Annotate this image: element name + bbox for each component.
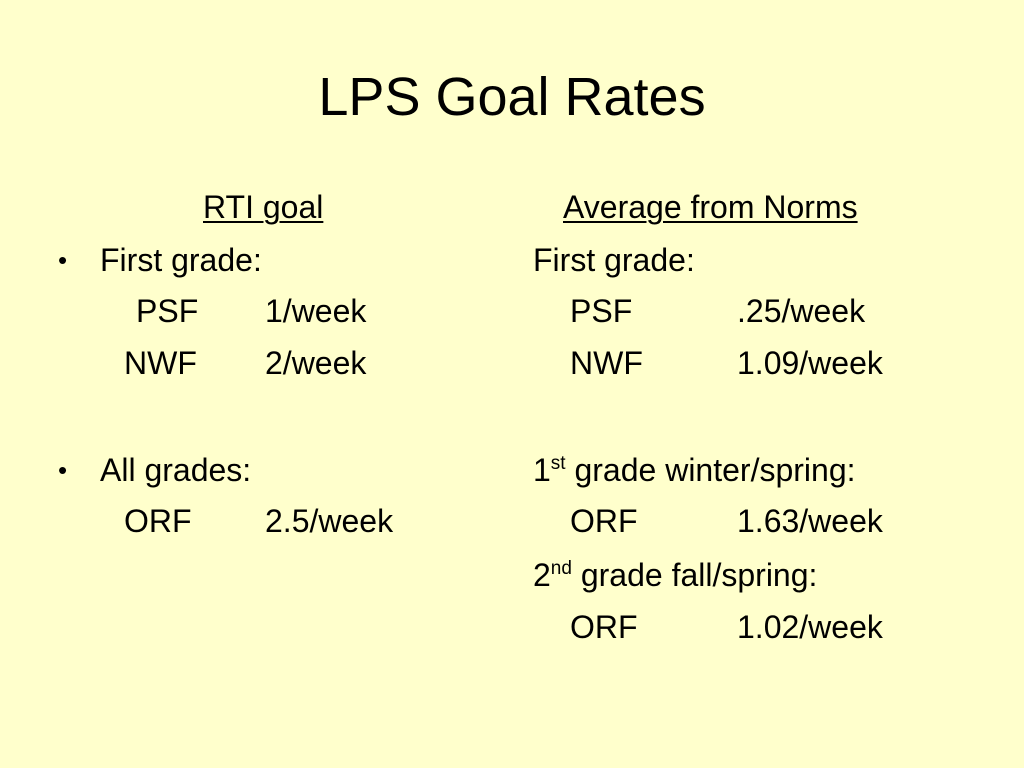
right-orf1-label: ORF <box>570 503 638 539</box>
right-psf-value: .25/week <box>737 293 866 329</box>
right-psf-label: PSF <box>570 293 633 329</box>
left-orf-label: ORF <box>124 503 192 539</box>
first-grade-winter-spring-label: 1st grade winter/spring: <box>533 450 856 490</box>
slide-title: LPS Goal Rates <box>318 67 706 127</box>
grade-number: 2 <box>533 557 551 593</box>
left-nwf-value: 2/week <box>265 345 367 381</box>
right-first-grade-label: First grade: <box>533 242 695 278</box>
bullet-icon: • <box>58 455 68 485</box>
right-orf2-value: 1.02/week <box>737 609 883 645</box>
second-grade-fall-spring-label: 2nd grade fall/spring: <box>533 555 817 595</box>
norms-heading: Average from Norms <box>563 189 858 225</box>
rti-goal-heading: RTI goal <box>203 189 324 225</box>
left-psf-label: PSF <box>136 293 199 329</box>
left-all-grades-label: All grades: <box>100 452 252 488</box>
right-nwf-value: 1.09/week <box>737 345 883 381</box>
right-orf1-value: 1.63/week <box>737 503 883 539</box>
ordinal-suffix: st <box>550 453 566 474</box>
left-psf-value: 1/week <box>265 293 367 329</box>
bullet-icon: • <box>58 245 68 275</box>
ordinal-suffix: nd <box>550 558 572 579</box>
left-nwf-label: NWF <box>124 345 197 381</box>
left-orf-value: 2.5/week <box>265 503 394 539</box>
grade-period-text: grade fall/spring: <box>571 557 818 593</box>
left-first-grade-label: First grade: <box>100 242 262 278</box>
grade-number: 1 <box>533 452 551 488</box>
right-orf2-label: ORF <box>570 609 638 645</box>
grade-period-text: grade winter/spring: <box>565 452 856 488</box>
right-nwf-label: NWF <box>570 345 643 381</box>
